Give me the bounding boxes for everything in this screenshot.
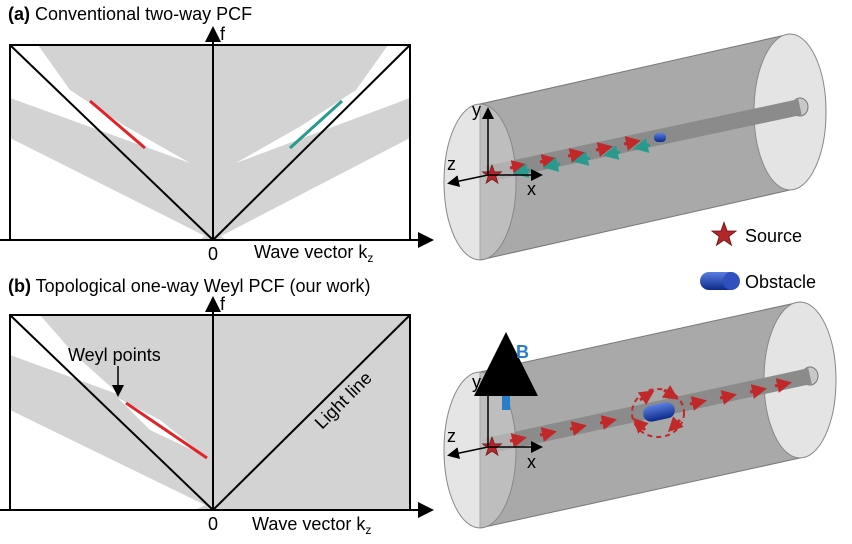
panel-title: (a) Conventional two-way PCF	[8, 4, 252, 24]
page: {"panel_a": {"label": "(a)", "title": "C…	[0, 0, 852, 544]
origin-label: 0	[208, 514, 218, 534]
x-axis-sub: z	[365, 523, 371, 537]
x-axis-sub: z	[367, 251, 373, 265]
x-axis-text: Wave vector k	[252, 514, 366, 534]
field-label: B	[516, 342, 529, 362]
y-axis-label: f	[220, 24, 226, 44]
legend-obstacle: Obstacle	[745, 272, 816, 292]
x-axis-text: Wave vector k	[254, 242, 368, 262]
figure: (a) Conventional two-way PCF f 0 Wave ve…	[0, 0, 852, 544]
axis3d-y: y	[472, 100, 481, 120]
cylinder-b	[444, 302, 836, 528]
x-axis-label: Wave vector kz	[254, 242, 373, 265]
panel-label: (b)	[8, 276, 31, 296]
panel-title-text: Topological one-way Weyl PCF (our work)	[36, 276, 371, 296]
panel-title: (b) Topological one-way Weyl PCF (our wo…	[8, 276, 370, 296]
origin-label: 0	[208, 244, 218, 264]
axis3d-y: y	[472, 372, 481, 392]
axis3d-z: z	[447, 426, 456, 446]
panel-title-text: Conventional two-way PCF	[35, 4, 252, 24]
legend-source: Source	[745, 226, 802, 246]
axis3d-z: z	[447, 154, 456, 174]
y-axis-label: f	[220, 294, 226, 314]
band-plot-b	[0, 300, 430, 510]
x-axis-label: Wave vector kz	[252, 514, 371, 537]
band-plot-a	[0, 30, 430, 240]
axis3d-x: x	[527, 179, 536, 199]
annotation-weyl-points: Weyl points	[68, 345, 161, 365]
panel-label: (a)	[8, 4, 30, 24]
axis3d-x: x	[527, 452, 536, 472]
legend-obstacle-icon	[700, 272, 740, 290]
